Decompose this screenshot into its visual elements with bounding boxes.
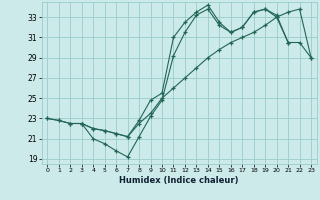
X-axis label: Humidex (Indice chaleur): Humidex (Indice chaleur): [119, 176, 239, 185]
